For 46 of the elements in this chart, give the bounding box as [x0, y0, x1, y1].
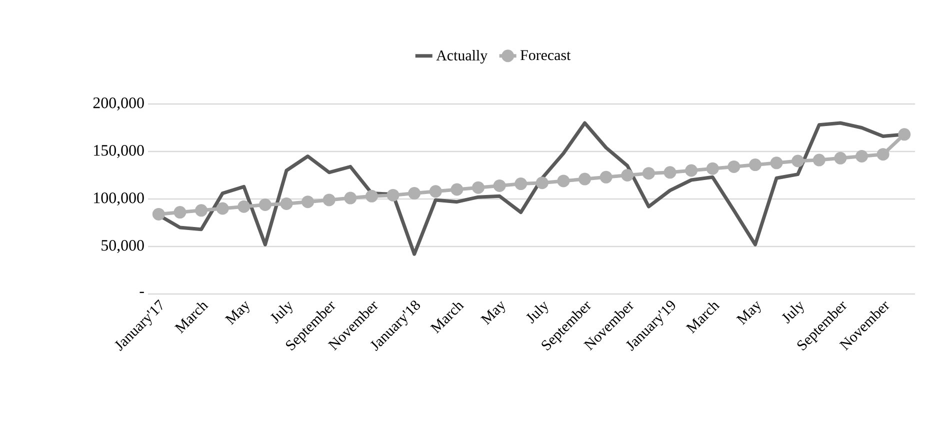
y-tick-label: - [140, 292, 144, 294]
point [195, 204, 208, 217]
point [706, 162, 719, 175]
x-tick-label: May [480, 301, 506, 325]
legend-label: Actually [436, 50, 488, 64]
point [408, 187, 421, 200]
point [748, 158, 762, 172]
point [152, 208, 165, 220]
y-tick-label: 50,000 [102, 240, 144, 254]
point [386, 188, 400, 202]
point [280, 198, 293, 210]
point [216, 202, 229, 215]
point [536, 176, 548, 190]
point [728, 160, 740, 173]
y-tick-label: 100,000 [94, 192, 144, 206]
point [258, 198, 272, 211]
point [770, 156, 783, 170]
point [685, 164, 698, 177]
point [876, 148, 890, 161]
point [898, 128, 911, 141]
point [322, 194, 336, 206]
point [238, 200, 250, 213]
point [834, 152, 847, 164]
point [812, 154, 826, 166]
point [600, 170, 612, 184]
point [344, 192, 357, 204]
point [855, 150, 868, 162]
point [621, 169, 634, 182]
point [450, 183, 464, 196]
point [302, 196, 314, 208]
point [429, 185, 442, 198]
point [174, 206, 186, 219]
point [792, 154, 804, 168]
point [664, 166, 676, 179]
point [472, 181, 484, 194]
point [557, 174, 570, 188]
legend-label: Forecast [520, 50, 571, 60]
y-tick-label: 150,000 [94, 144, 144, 158]
y-tick-label: 200,000 [93, 97, 144, 111]
x-tick-label: May [224, 301, 250, 325]
point [642, 167, 655, 180]
point [514, 178, 528, 190]
point [578, 172, 592, 186]
point [493, 179, 506, 192]
point [365, 190, 378, 202]
x-tick-label: May [736, 301, 761, 325]
